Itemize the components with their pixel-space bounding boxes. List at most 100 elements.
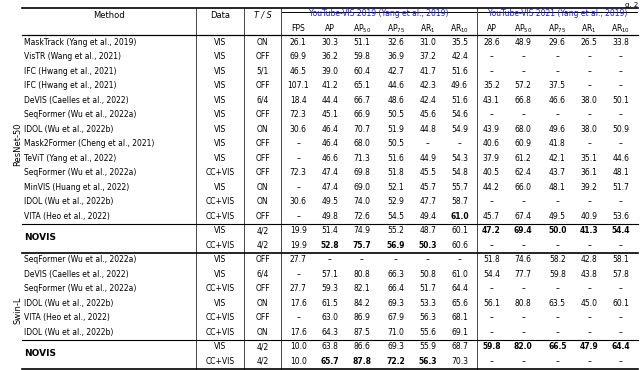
Text: OFF: OFF: [255, 284, 270, 293]
Text: 107.1: 107.1: [287, 81, 309, 90]
Text: 50.1: 50.1: [612, 96, 629, 105]
Text: –: –: [296, 154, 300, 163]
Text: –: –: [556, 67, 559, 76]
Text: 49.5: 49.5: [548, 212, 566, 221]
Text: 55.6: 55.6: [419, 328, 436, 337]
Text: 30.6: 30.6: [290, 125, 307, 134]
Text: 41.8: 41.8: [549, 139, 566, 148]
Text: VIS: VIS: [214, 255, 226, 264]
Text: 52.9: 52.9: [387, 197, 404, 206]
Text: CC+VIS: CC+VIS: [205, 284, 235, 293]
Text: AR$_1$: AR$_1$: [581, 22, 597, 35]
Text: 51.7: 51.7: [419, 284, 436, 293]
Text: 66.0: 66.0: [515, 183, 532, 192]
Text: 48.9: 48.9: [515, 38, 532, 47]
Text: 40.9: 40.9: [580, 212, 598, 221]
Text: –: –: [619, 52, 623, 61]
Text: 60.1: 60.1: [612, 299, 629, 308]
Text: 39.2: 39.2: [580, 183, 598, 192]
Text: IFC (Hwang et al., 2021): IFC (Hwang et al., 2021): [24, 67, 116, 76]
Text: 75.7: 75.7: [353, 241, 371, 250]
Text: 4/2: 4/2: [257, 226, 269, 235]
Text: 63.0: 63.0: [321, 313, 339, 322]
Text: 54.8: 54.8: [451, 168, 468, 177]
Text: 80.8: 80.8: [353, 270, 370, 279]
Text: 45.7: 45.7: [483, 212, 500, 221]
Text: 65.1: 65.1: [353, 81, 371, 90]
Text: OFF: OFF: [255, 139, 270, 148]
Text: –: –: [619, 313, 623, 322]
Text: –: –: [587, 357, 591, 366]
Text: 70.7: 70.7: [353, 125, 371, 134]
Text: 38.0: 38.0: [580, 96, 598, 105]
Text: –: –: [522, 357, 525, 366]
Text: CC+VIS: CC+VIS: [205, 212, 235, 221]
Text: 44.6: 44.6: [387, 81, 404, 90]
Text: 54.9: 54.9: [451, 125, 468, 134]
Text: 69.1: 69.1: [451, 328, 468, 337]
Text: 51.6: 51.6: [451, 96, 468, 105]
Text: 72.3: 72.3: [290, 110, 307, 119]
Text: 63.8: 63.8: [321, 342, 339, 351]
Text: –: –: [490, 313, 493, 322]
Text: NOVIS: NOVIS: [24, 350, 56, 359]
Text: 49.4: 49.4: [419, 212, 436, 221]
Text: –: –: [587, 313, 591, 322]
Text: –: –: [522, 328, 525, 337]
Text: 74.9: 74.9: [353, 226, 371, 235]
Text: 56.3: 56.3: [419, 357, 437, 366]
Text: 51.8: 51.8: [387, 168, 404, 177]
Text: 41.3: 41.3: [580, 226, 598, 235]
Text: 87.5: 87.5: [353, 328, 371, 337]
Text: TeViT (Yang et al., 2022): TeViT (Yang et al., 2022): [24, 154, 116, 163]
Text: OFF: OFF: [255, 81, 270, 90]
Text: 55.2: 55.2: [387, 226, 404, 235]
Text: 54.6: 54.6: [451, 110, 468, 119]
Text: –: –: [296, 270, 300, 279]
Text: 10.0: 10.0: [290, 342, 307, 351]
Text: –: –: [619, 197, 623, 206]
Text: –: –: [522, 110, 525, 119]
Text: 66.5: 66.5: [548, 342, 566, 351]
Text: DeVIS (Caelles et al., 2022): DeVIS (Caelles et al., 2022): [24, 96, 129, 105]
Text: 56.3: 56.3: [419, 313, 436, 322]
Text: –: –: [490, 67, 493, 76]
Text: 26.1: 26.1: [290, 38, 307, 47]
Text: 42.7: 42.7: [387, 67, 404, 76]
Text: 56.9: 56.9: [387, 241, 405, 250]
Text: 6/4: 6/4: [257, 96, 269, 105]
Text: 4/2: 4/2: [257, 241, 269, 250]
Text: 35.2: 35.2: [483, 81, 500, 90]
Text: ON: ON: [257, 183, 268, 192]
Text: ResNet-50: ResNet-50: [13, 122, 22, 165]
Text: 32.6: 32.6: [387, 38, 404, 47]
Text: 68.0: 68.0: [515, 125, 532, 134]
Text: 77.7: 77.7: [515, 270, 532, 279]
Text: FPS: FPS: [291, 24, 305, 33]
Text: 55.7: 55.7: [451, 183, 468, 192]
Text: –: –: [587, 110, 591, 119]
Text: YouTube-VIS 2021 (Yang et al., 2019): YouTube-VIS 2021 (Yang et al., 2019): [488, 9, 627, 17]
Text: 42.8: 42.8: [580, 255, 598, 264]
Text: 58.2: 58.2: [549, 255, 566, 264]
Text: 59.8: 59.8: [482, 342, 500, 351]
Text: 60.9: 60.9: [515, 139, 532, 148]
Text: OFF: OFF: [255, 255, 270, 264]
Text: ON: ON: [257, 125, 268, 134]
Text: AR$_1$: AR$_1$: [420, 22, 435, 35]
Text: 19.9: 19.9: [290, 241, 307, 250]
Text: –: –: [556, 241, 559, 250]
Text: 43.8: 43.8: [580, 270, 598, 279]
Text: –: –: [490, 52, 493, 61]
Text: VIS: VIS: [214, 81, 226, 90]
Text: 64.3: 64.3: [321, 328, 339, 337]
Text: –: –: [394, 255, 398, 264]
Text: 28.6: 28.6: [483, 38, 500, 47]
Text: –: –: [556, 52, 559, 61]
Text: OFF: OFF: [255, 212, 270, 221]
Text: 68.7: 68.7: [451, 342, 468, 351]
Text: –: –: [619, 357, 623, 366]
Text: CC+VIS: CC+VIS: [205, 328, 235, 337]
Text: 53.6: 53.6: [612, 212, 630, 221]
Text: AP$_{75}$: AP$_{75}$: [387, 22, 405, 35]
